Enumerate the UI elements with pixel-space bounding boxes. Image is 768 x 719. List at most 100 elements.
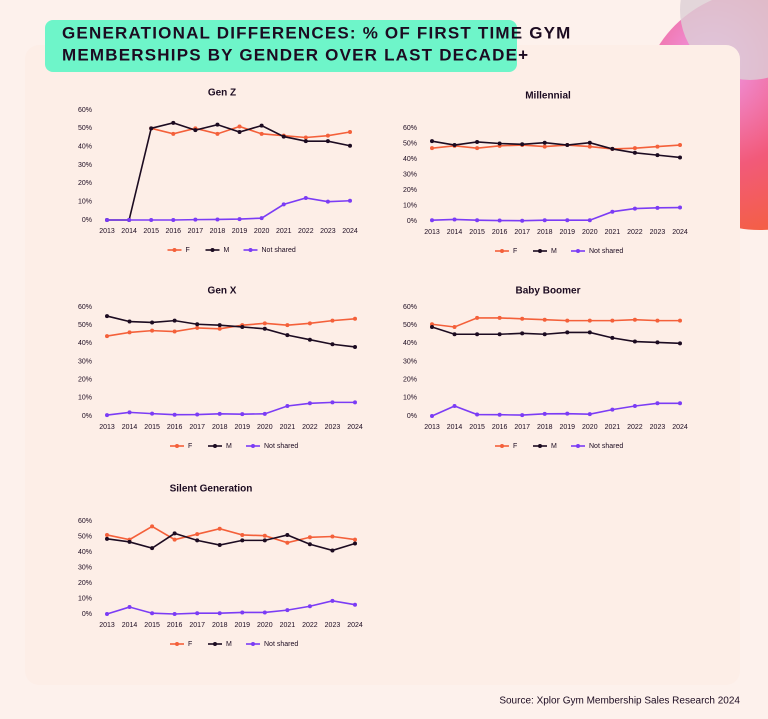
data-point <box>542 144 547 149</box>
series-line <box>106 600 356 615</box>
x-tick-label: 2022 <box>298 228 314 235</box>
data-point <box>587 140 592 145</box>
data-point <box>237 130 242 134</box>
x-tick-label: 2022 <box>627 424 643 431</box>
data-point <box>240 532 245 537</box>
data-point <box>172 531 177 536</box>
data-point <box>281 134 286 139</box>
data-point <box>632 317 637 322</box>
y-tick-label: 60% <box>78 518 92 525</box>
legend-swatch <box>251 444 255 448</box>
data-point <box>520 331 525 336</box>
series-line <box>106 401 355 416</box>
x-tick-label: 2023 <box>650 424 666 431</box>
x-tick-label: 2014 <box>447 229 463 236</box>
data-point <box>171 120 176 125</box>
data-point <box>475 218 480 223</box>
x-tick-label: 2017 <box>189 622 205 629</box>
series-line <box>106 525 356 544</box>
x-tick-label: 2015 <box>143 228 159 235</box>
x-tick-label: 2013 <box>99 622 115 629</box>
legend-swatch <box>576 444 580 448</box>
legend-swatch <box>213 444 217 448</box>
data-point <box>542 411 547 416</box>
data-point <box>497 218 502 223</box>
data-point <box>303 139 308 144</box>
data-point <box>430 324 434 329</box>
data-point <box>452 324 457 329</box>
x-tick-label: 2022 <box>302 622 318 629</box>
data-point <box>542 218 547 223</box>
title-line: GENERATIONAL DIFFERENCES: % OF FIRST TIM… <box>62 23 572 42</box>
data-point <box>307 321 312 326</box>
y-tick-label: 0% <box>407 218 417 225</box>
x-tick-label: 2015 <box>469 229 485 236</box>
y-tick-label: 50% <box>403 140 417 147</box>
data-point <box>105 536 109 541</box>
y-tick-label: 60% <box>78 304 92 311</box>
data-point <box>259 131 264 136</box>
series-line <box>431 140 681 159</box>
y-tick-label: 20% <box>78 180 92 187</box>
legend-label: F <box>513 443 517 450</box>
data-point <box>217 611 222 616</box>
data-point <box>195 538 200 543</box>
x-tick-label: 2024 <box>347 622 363 629</box>
data-point <box>127 539 132 544</box>
data-point <box>353 344 357 349</box>
data-point <box>150 411 155 416</box>
data-point <box>353 537 357 542</box>
legend-label: Not shared <box>262 247 296 254</box>
data-point <box>330 318 335 323</box>
y-tick-label: 10% <box>78 395 92 402</box>
data-point <box>127 319 132 324</box>
data-point <box>217 543 222 548</box>
y-tick-label: 20% <box>403 187 417 194</box>
data-point <box>542 140 547 145</box>
data-point <box>259 216 264 221</box>
series-line <box>107 197 351 221</box>
data-point <box>149 126 154 131</box>
x-tick-label: 2019 <box>234 622 250 629</box>
x-tick-label: 2016 <box>165 228 181 235</box>
data-point <box>307 401 312 406</box>
data-point <box>587 144 592 149</box>
data-point <box>127 605 132 610</box>
x-tick-label: 2013 <box>424 229 440 236</box>
data-point <box>325 199 330 204</box>
x-tick-label: 2018 <box>537 424 553 431</box>
legend-swatch <box>248 248 253 252</box>
data-point <box>105 218 109 222</box>
x-tick-label: 2016 <box>492 229 508 236</box>
data-point <box>171 218 176 222</box>
data-point <box>430 139 434 144</box>
data-point <box>172 412 177 417</box>
x-tick-label: 2021 <box>605 424 621 431</box>
data-point <box>353 602 357 607</box>
x-tick-label: 2021 <box>276 228 292 235</box>
series-line <box>107 122 351 221</box>
legend-swatch <box>251 642 255 646</box>
legend-label: M <box>224 247 230 254</box>
chart-title: Baby Boomer <box>515 286 580 297</box>
x-tick-label: 2023 <box>320 228 336 235</box>
data-point <box>452 332 457 337</box>
legend-label: Not shared <box>264 641 298 648</box>
data-point <box>353 400 357 405</box>
legend-label: M <box>226 641 232 648</box>
x-tick-label: 2018 <box>212 424 228 431</box>
data-point <box>565 411 570 416</box>
data-point <box>303 135 308 140</box>
data-point <box>353 316 357 321</box>
data-point <box>610 146 615 151</box>
legend-swatch <box>538 249 542 253</box>
data-point <box>497 141 502 146</box>
data-point <box>678 341 682 346</box>
series-line <box>431 317 680 328</box>
data-point <box>632 150 637 155</box>
y-tick-label: 30% <box>403 171 417 178</box>
data-point <box>565 218 570 223</box>
data-point <box>262 610 267 615</box>
data-point <box>215 122 220 127</box>
series-line <box>431 144 681 150</box>
